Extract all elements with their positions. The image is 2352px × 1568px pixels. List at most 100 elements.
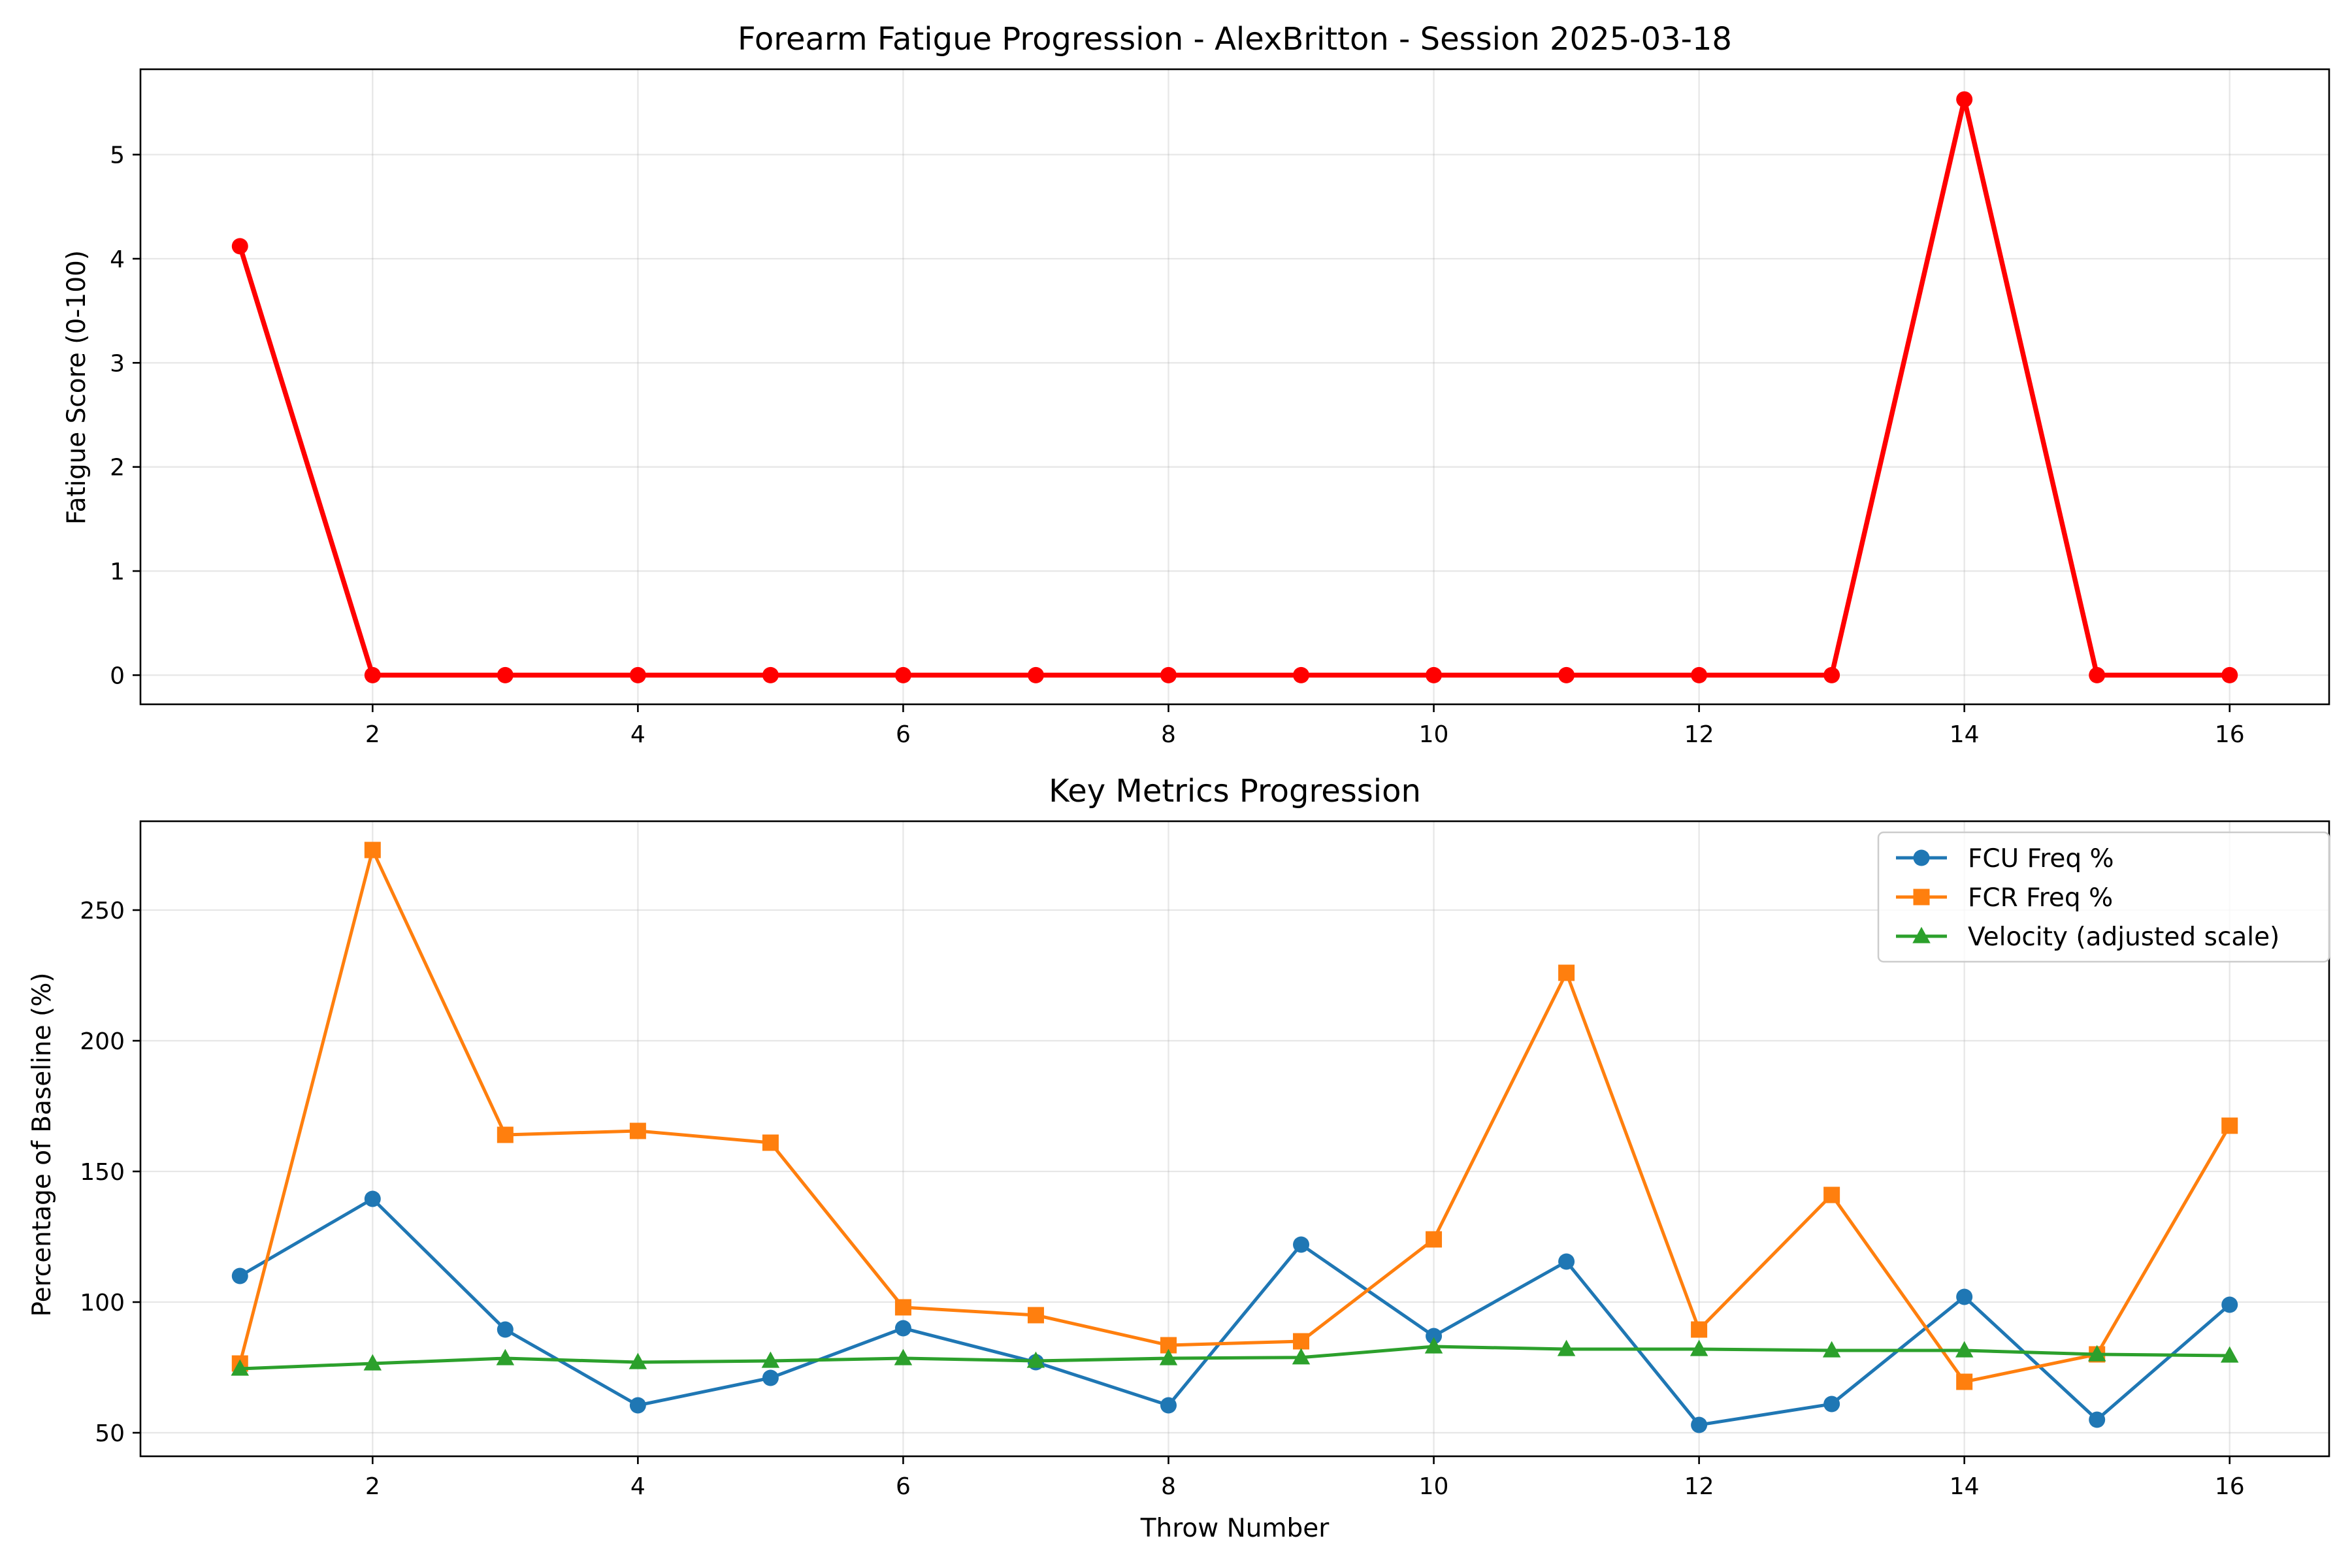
legend-entry: FCR Freq %	[1896, 883, 2113, 913]
fatigue-chart-title: Forearm Fatigue Progression - AlexBritto…	[738, 21, 1732, 57]
data-point	[1293, 666, 1310, 683]
x-tick-label: 4	[630, 721, 645, 748]
data-point	[1160, 666, 1177, 683]
data-point	[1293, 1333, 1310, 1350]
data-point	[1292, 1348, 1311, 1365]
data-point	[1823, 1186, 1840, 1203]
data-point	[231, 238, 248, 255]
data-point	[2221, 1296, 2238, 1313]
fatigue-chart-series	[231, 91, 2238, 683]
data-point	[2220, 1346, 2239, 1363]
x-tick-label: 2	[365, 1473, 380, 1500]
data-point	[1027, 666, 1044, 683]
legend-marker	[1912, 926, 1931, 943]
series-line	[240, 1345, 2230, 1371]
x-tick-label: 14	[1950, 721, 1980, 748]
x-tick-label: 14	[1950, 1473, 1980, 1500]
data-point	[1293, 1236, 1310, 1253]
x-tick-label: 12	[1684, 721, 1714, 748]
data-point	[1823, 666, 1840, 683]
data-point	[497, 1126, 514, 1143]
y-tick-label: 250	[80, 898, 125, 924]
x-tick-label: 8	[1161, 721, 1176, 748]
data-point	[762, 1134, 779, 1151]
legend-label: FCR Freq %	[1968, 883, 2113, 913]
legend-label: FCU Freq %	[1968, 844, 2114, 874]
x-tick-label: 8	[1161, 1473, 1176, 1500]
y-tick-label: 0	[110, 662, 125, 689]
y-tick-label: 5	[110, 142, 125, 169]
y-tick-label: 200	[80, 1028, 125, 1055]
data-point	[1558, 666, 1575, 683]
data-point	[1424, 1337, 1443, 1354]
data-point	[1956, 91, 1973, 108]
data-point	[2221, 1117, 2238, 1134]
legend-frame	[1877, 831, 2330, 963]
x-tick-label: 4	[630, 1473, 645, 1500]
y-tick-label: 3	[110, 350, 125, 377]
data-point	[497, 666, 514, 683]
data-point	[231, 1267, 248, 1284]
x-tick-label: 10	[1419, 1473, 1449, 1500]
metrics-chart-xlabel: Throw Number	[1140, 1514, 1330, 1543]
data-point	[1426, 1231, 1443, 1248]
data-point	[231, 1359, 250, 1376]
data-point	[1026, 1351, 1045, 1368]
data-point	[629, 1122, 646, 1139]
x-tick-label: 6	[896, 1473, 911, 1500]
y-tick-label: 150	[80, 1159, 125, 1186]
metrics-chart-legend: FCU Freq % FCR Freq % Velocity (adjusted s…	[1877, 831, 2330, 963]
metrics-chart-title: Key Metrics Progression	[1049, 773, 1421, 809]
x-tick-label: 10	[1419, 721, 1449, 748]
data-point	[894, 1320, 911, 1337]
data-point	[2089, 1411, 2106, 1428]
legend-label: Velocity (adjusted scale)	[1968, 923, 2279, 952]
data-point	[1823, 1396, 1840, 1413]
data-point	[1159, 1348, 1178, 1365]
legend-marker	[1913, 889, 1930, 906]
metrics-chart-ylabel: Percentage of Baseline (%)	[27, 972, 57, 1316]
y-tick-label: 50	[95, 1420, 125, 1447]
data-point	[1955, 1341, 1974, 1358]
data-point	[762, 666, 779, 683]
series-line	[237, 97, 2230, 678]
x-tick-label: 16	[2215, 1473, 2245, 1500]
data-point	[761, 1351, 780, 1368]
metrics-chart: Key Metrics Progression Throw Number Per…	[27, 773, 2330, 1543]
data-point	[1558, 964, 1575, 981]
fatigue-chart: Forearm Fatigue Progression - AlexBritto…	[62, 21, 2330, 748]
data-point	[1426, 1328, 1443, 1345]
data-point	[496, 1348, 515, 1365]
data-point	[2089, 666, 2106, 683]
data-point	[1027, 1307, 1044, 1324]
data-point	[1558, 1253, 1575, 1270]
legend-entry: FCU Freq %	[1896, 844, 2114, 874]
x-tick-label: 12	[1684, 1473, 1714, 1500]
metrics-chart-series	[231, 841, 2239, 1433]
metrics-series-2	[231, 1337, 2239, 1376]
data-point	[1956, 1373, 1973, 1390]
x-tick-label: 16	[2215, 721, 2245, 748]
data-point	[1557, 1339, 1576, 1356]
data-point	[894, 1348, 913, 1365]
data-point	[629, 1397, 646, 1414]
y-tick-label: 100	[80, 1290, 125, 1316]
x-tick-label: 6	[896, 721, 911, 748]
data-point	[1160, 1397, 1177, 1414]
data-point	[894, 1299, 911, 1316]
data-point	[762, 1369, 779, 1386]
data-point	[2087, 1345, 2106, 1362]
data-point	[1690, 1339, 1708, 1356]
y-tick-label: 2	[110, 455, 125, 482]
data-point	[364, 841, 381, 858]
legend-marker	[1913, 849, 1930, 866]
data-point	[1426, 666, 1443, 683]
data-point	[364, 666, 381, 683]
data-point	[894, 666, 911, 683]
data-point	[629, 666, 646, 683]
data-point	[2221, 666, 2238, 683]
data-point	[1822, 1341, 1841, 1358]
